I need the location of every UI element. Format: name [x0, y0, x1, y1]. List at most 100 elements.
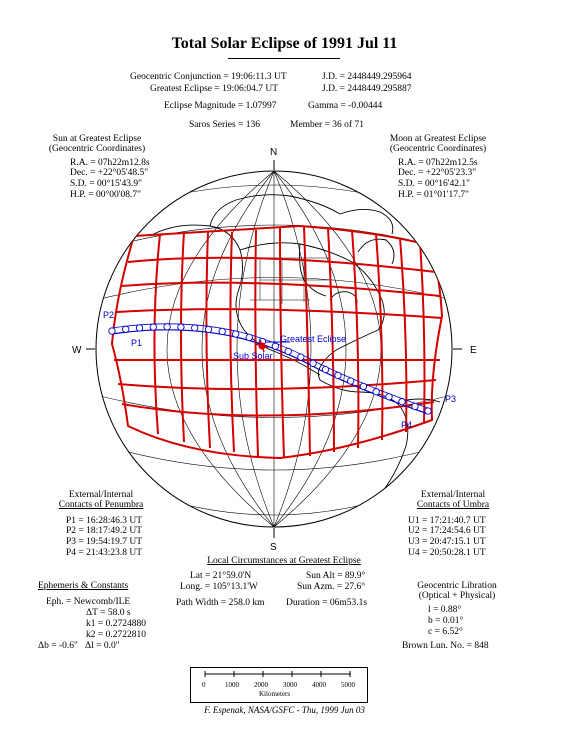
umbra-u3: U3 = 20:47:15.1 UT — [408, 537, 486, 547]
compass-south: S — [270, 542, 277, 553]
label-p4: P4 — [401, 420, 412, 430]
saros-series: Saros Series = 136 — [189, 120, 261, 130]
umbra-u2: U2 = 17:24:54.6 UT — [408, 526, 486, 536]
geocentric-conjunction: Geocentric Conjunction = 19:06:11.3 UT — [130, 72, 287, 82]
scale-tick-4000: 4000 — [312, 681, 326, 689]
local-long: Long. = 105°13.1'W — [180, 582, 258, 592]
moon-heading: Moon at Greatest Eclipse — [389, 134, 487, 144]
central-path-marker — [297, 353, 305, 361]
libration-heading: Geocentric Libration — [417, 581, 497, 591]
central-path-marker — [385, 393, 393, 401]
penumbra-p3: P3 = 19:54:19.7 UT — [66, 537, 143, 547]
saros-member: Member = 36 of 71 — [290, 120, 364, 130]
central-path-marker — [359, 382, 368, 391]
scale-tick-1000: 1000 — [225, 681, 239, 689]
central-path-marker — [347, 377, 355, 385]
central-path — [108, 323, 432, 415]
libration-b: b = 0.01° — [428, 616, 464, 626]
ephemeris-k2: k2 = 0.2722810 — [86, 630, 146, 640]
local-lat: Lat = 21°59.0'N — [190, 571, 252, 581]
penumbra-p2: P2 = 18:17:49.2 UT — [66, 526, 143, 536]
central-path-marker — [411, 402, 419, 411]
central-path-marker — [398, 398, 406, 406]
central-path-marker — [284, 347, 292, 356]
penumbra-heading: External/Internal — [68, 490, 134, 500]
scale-tick-0: 0 — [202, 681, 206, 689]
ephemeris-eph: Eph. = Newcomb/ILE — [46, 597, 131, 607]
umbra-u1: U1 = 17:21:40.7 UT — [408, 516, 486, 526]
scale-tick-3000: 3000 — [283, 681, 297, 689]
sun-heading-sub: (Geocentric Coordinates) — [48, 144, 146, 154]
page-title: Total Solar Eclipse of 1991 Jul 11 — [171, 35, 398, 52]
sun-ra: R.A. = 07h22m12.8s — [70, 158, 150, 168]
central-path-marker — [204, 325, 213, 334]
penumbra-p1: P1 = 16:28:46.3 UT — [66, 516, 143, 526]
libration-l: l = 0.88° — [428, 605, 462, 615]
central-path-marker — [135, 324, 144, 332]
central-path-marker — [334, 371, 342, 380]
central-path-marker — [108, 327, 116, 335]
sun-heading: Sun at Greatest Eclipse — [52, 134, 142, 144]
local-sun-alt: Sun Alt = 89.9° — [306, 571, 366, 581]
contact-grid — [110, 224, 444, 460]
central-path-marker — [177, 323, 185, 331]
local-path-width: Path Width = 258.0 km — [176, 598, 265, 608]
title-underline — [228, 58, 340, 59]
moon-ra: R.A. = 07h22m12.5s — [398, 158, 478, 168]
label-p2: P2 — [103, 310, 114, 320]
ephemeris-db-dl: Δb = -0.6" Δl = 0.0" — [38, 641, 120, 651]
libration-heading-sub: (Optical + Physical) — [418, 591, 496, 601]
central-path-marker — [191, 324, 199, 332]
greatest-eclipse-time: Greatest Eclipse = 19:06:04.7 UT — [150, 84, 279, 94]
central-path-marker — [424, 407, 432, 415]
ephemeris-k1: k1 = 0.2724880 — [86, 619, 146, 629]
central-path-marker — [232, 330, 240, 338]
penumbra-heading-sub: Contacts of Penumbra — [58, 500, 144, 510]
scale-tick-2000: 2000 — [254, 681, 268, 689]
longitude-lines — [166, 171, 382, 527]
sun-hp: H.P. = 00°00'08.7" — [70, 190, 141, 200]
moon-sd: S.D. = 00°16'42.1" — [398, 179, 471, 189]
umbra-heading-sub: Contacts of Umbra — [416, 500, 490, 510]
sub-solar-marker — [255, 339, 269, 353]
central-path-marker — [122, 325, 130, 333]
brown-lunation: Brown Lun. No. = 848 — [402, 641, 489, 651]
ephemeris-heading: Ephemeris & Constants — [38, 581, 129, 591]
greatest-eclipse-jd: J.D. = 2448449.295887 — [322, 84, 412, 94]
geocentric-conjunction-jd: J.D. = 2448449.295964 — [322, 72, 412, 82]
central-path-marker — [321, 365, 330, 374]
central-path-marker — [372, 388, 380, 396]
local-sun-azm: Sun Azm. = 27.6° — [297, 582, 366, 592]
moon-dec: Dec. = +22°05'23.3" — [398, 168, 477, 178]
moon-hp: H.P. = 01°01'17.7" — [398, 190, 469, 200]
central-path-marker — [218, 327, 226, 336]
local-duration: Duration = 06m53.1s — [286, 598, 368, 608]
central-path-marker — [245, 333, 253, 342]
libration-c: c = 6.52° — [428, 627, 463, 637]
sun-sd: S.D. = 00°15'43.9" — [70, 179, 143, 189]
label-p1: P1 — [131, 338, 142, 348]
scale-bar: 0 1000 2000 3000 4000 5000 Kilometers — [190, 667, 368, 703]
credit-line: F. Espenak, NASA/GSFC - Thu, 1999 Jun 03 — [204, 705, 365, 715]
central-path-marker — [271, 342, 280, 350]
eclipse-magnitude: Eclipse Magnitude = 1.07997 — [164, 101, 277, 111]
central-path-marker — [149, 323, 157, 331]
scale-tick-5000: 5000 — [341, 681, 355, 689]
central-path-marker — [163, 323, 171, 331]
penumbra-p4: P4 = 21:43:23.8 UT — [66, 548, 143, 558]
label-sub-solar: Sub Solar — [233, 351, 273, 361]
label-greatest-eclipse: Greatest Eclipse — [280, 334, 346, 344]
label-p3: P3 — [445, 394, 456, 404]
eclipse-gamma: Gamma = -0.00444 — [308, 101, 383, 111]
sun-dec: Dec. = +22°05'48.5" — [70, 168, 149, 178]
scale-unit: Kilometers — [259, 690, 291, 698]
compass-north: N — [270, 147, 277, 158]
compass-west: W — [72, 345, 82, 356]
ephemeris-delta-t: ΔT = 58.0 s — [86, 608, 131, 618]
umbra-heading: External/Internal — [420, 490, 486, 500]
umbra-u4: U4 = 20:50:28.1 UT — [408, 548, 486, 558]
local-circumstances-heading: Local Circumstances at Greatest Eclipse — [207, 556, 361, 566]
compass-east: E — [470, 345, 477, 356]
moon-heading-sub: (Geocentric Coordinates) — [389, 144, 487, 154]
